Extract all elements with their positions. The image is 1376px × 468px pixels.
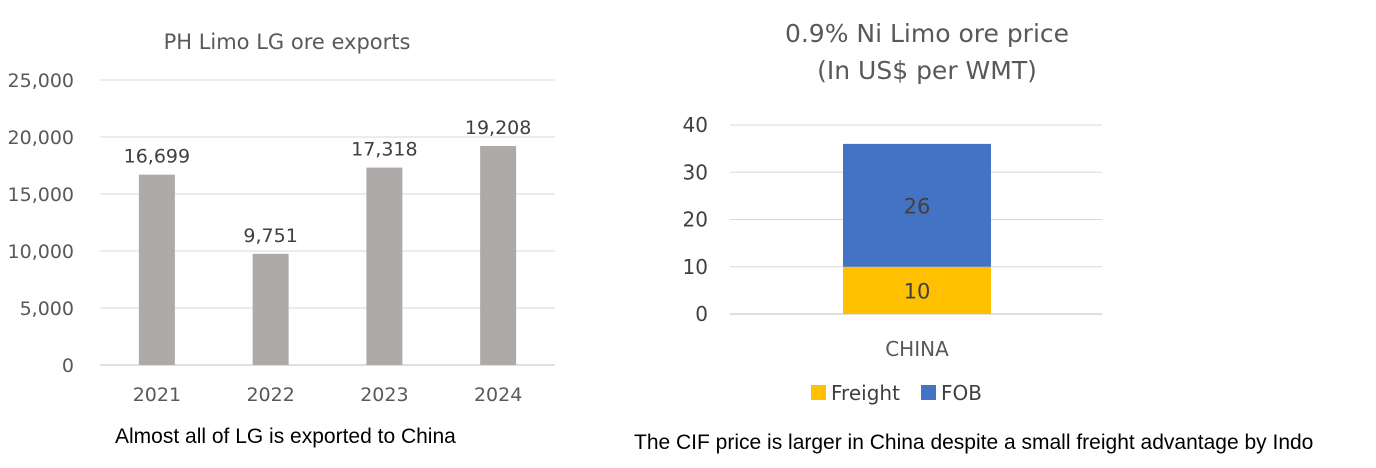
legend-label: Freight — [831, 381, 900, 405]
caption-left: Almost all of LG is exported to China — [115, 425, 456, 448]
exports-bar-chart: PH Limo LG ore exports 0 5,000 10,000 15,000… — [8, 30, 555, 406]
y-tick-label: 0 — [62, 355, 74, 377]
data-label: 10 — [904, 279, 931, 303]
x-tick-label: 2021 — [133, 384, 181, 406]
y-tick-label: 5,000 — [20, 298, 74, 320]
data-label: 17,318 — [351, 139, 417, 161]
price-stacked-bar-chart: 0.9% Ni Limo ore price (In US$ per WMT) 0 1… — [683, 19, 1102, 405]
chart-title: PH Limo LG ore exports — [164, 30, 411, 54]
y-tick-label: 0 — [695, 302, 708, 326]
x-tick-label: 2024 — [474, 384, 522, 406]
legend-label: FOB — [941, 381, 982, 405]
bar — [138, 174, 175, 365]
data-label: 16,699 — [124, 146, 190, 168]
chart-title-line: (In US$ per WMT) — [817, 56, 1037, 85]
legend-swatch-fob — [921, 385, 936, 400]
bar-segment-fob — [843, 143, 991, 267]
y-tick-label: 10 — [683, 255, 708, 279]
x-tick-label: 2023 — [360, 384, 408, 406]
bar — [366, 167, 403, 365]
y-tick-label: 25,000 — [8, 70, 74, 92]
y-tick-label: 20 — [683, 208, 708, 232]
y-tick-label: 10,000 — [8, 241, 74, 263]
chart-title-line: 0.9% Ni Limo ore price — [785, 19, 1069, 48]
data-label: 19,208 — [465, 117, 531, 139]
bar — [252, 253, 289, 365]
bar-segment-freight — [843, 266, 991, 314]
data-label: 26 — [904, 194, 931, 218]
x-tick-label: CHINA — [885, 337, 949, 361]
y-tick-label: 30 — [683, 160, 708, 184]
caption-right: The CIF price is larger in China despite… — [634, 431, 1314, 454]
bar — [480, 146, 517, 365]
y-tick-label: 20,000 — [8, 127, 74, 149]
x-tick-label: 2022 — [246, 384, 294, 406]
y-tick-label: 40 — [683, 113, 708, 137]
legend-swatch-freight — [811, 385, 826, 400]
y-tick-label: 15,000 — [8, 184, 74, 206]
data-label: 9,751 — [243, 225, 297, 247]
